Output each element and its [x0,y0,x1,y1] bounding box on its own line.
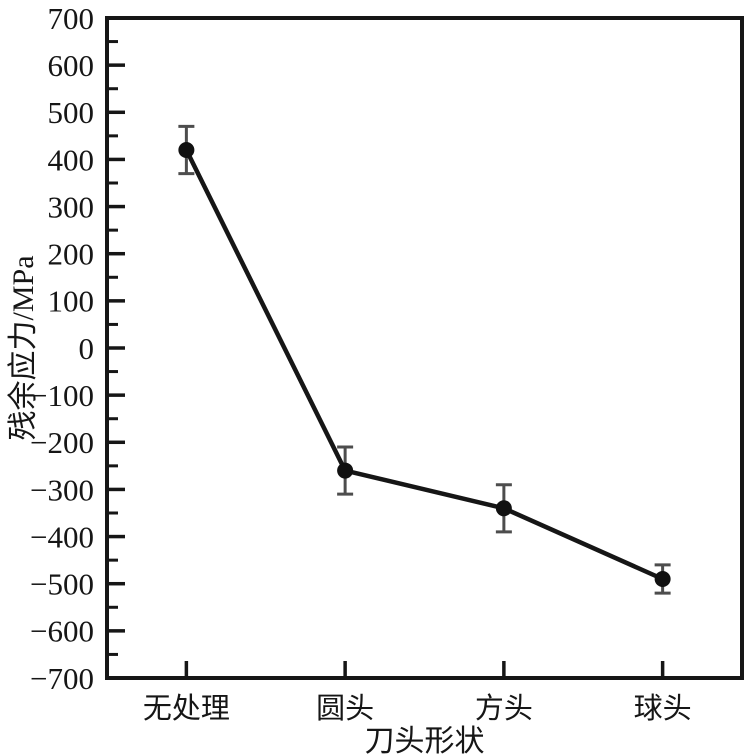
y-tick-label: −400 [30,519,94,554]
x-tick-label: 球头 [634,692,692,725]
y-tick-label: 400 [48,142,95,177]
data-point [178,142,195,158]
data-point [337,462,354,479]
y-tick-label: 600 [48,48,95,83]
x-tick-label: 方头 [475,692,533,725]
x-axis-title: 刀头形状 [365,725,485,756]
y-tick-label: 100 [48,284,95,319]
x-tick-label: 无处理 [143,692,230,725]
y-tick-label: 500 [48,95,95,130]
y-tick-label: −700 [30,661,94,696]
plot-border [105,16,744,680]
data-point [654,571,671,587]
y-tick-label: 200 [48,237,95,272]
y-tick-label: 0 [79,331,95,366]
y-tick-label: −100 [30,378,94,413]
y-axis-title: 残余应力/MPa [7,255,40,440]
y-tick-label: 300 [48,189,95,224]
y-tick-label: −300 [30,472,94,507]
y-tick-label: 700 [48,1,95,36]
x-tick-label: 圆头 [316,693,374,725]
data-point [495,500,512,517]
y-tick-label: −600 [30,614,94,649]
y-tick-label: −200 [30,425,94,460]
data-line [184,147,665,582]
y-tick-label: −500 [30,567,94,602]
